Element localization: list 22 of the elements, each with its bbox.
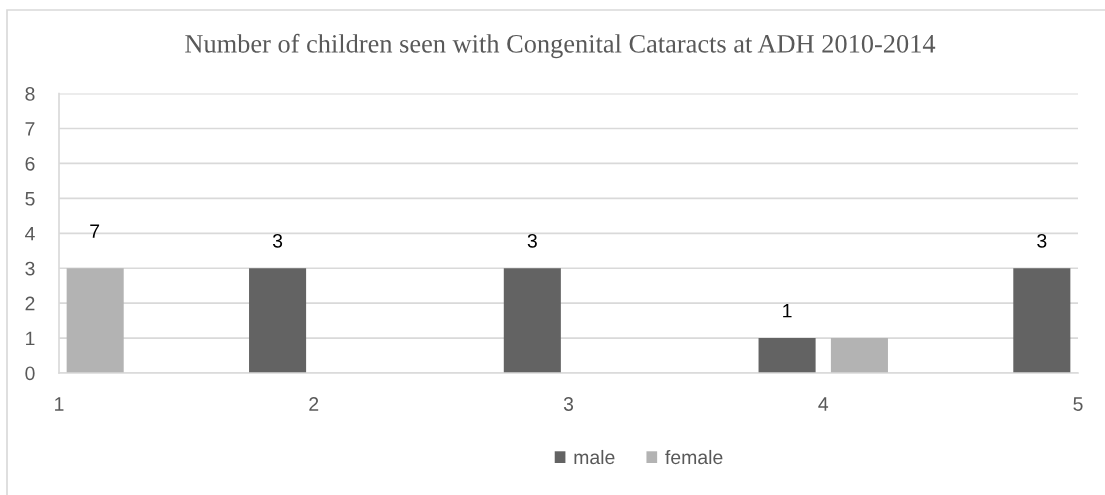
y-tick-label: 5: [25, 192, 35, 206]
x-tick-label: 2: [309, 397, 319, 411]
annotation: 7: [90, 224, 100, 238]
x-tick-label: 5: [1073, 397, 1083, 411]
x-tick-label: 4: [818, 397, 829, 411]
x-tick-label: 1: [55, 397, 64, 411]
y-tick-label: 8: [25, 87, 35, 101]
y-tick-label: 2: [25, 296, 35, 311]
y-tick-label: 4: [25, 226, 35, 241]
data-label: 3: [1037, 233, 1047, 248]
y-tick-label: 6: [25, 156, 35, 171]
data-label: 3: [272, 233, 283, 248]
data-label: 3: [527, 233, 537, 248]
y-tick-label: 1: [26, 331, 35, 346]
chart-title: Number of children seen with Congenital Cataracts at ADH 2010-2014: [185, 33, 936, 59]
y-tick-label: 3: [25, 261, 35, 276]
legend-label: male: [574, 449, 615, 465]
legend-label: female: [665, 449, 723, 465]
data-label: 1: [783, 304, 792, 318]
y-tick-label: 0: [25, 366, 35, 381]
x-tick-label: 3: [563, 397, 574, 411]
y-tick-label: 7: [25, 122, 35, 136]
